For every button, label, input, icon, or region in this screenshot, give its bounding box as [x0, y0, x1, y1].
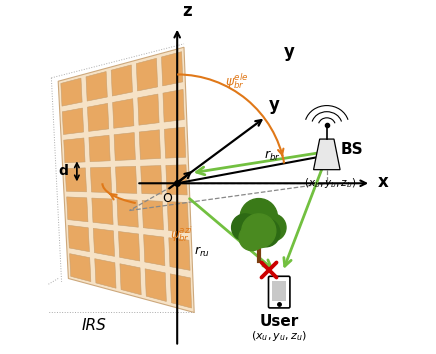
Text: BS: BS: [341, 142, 363, 157]
Text: User: User: [259, 314, 299, 329]
Polygon shape: [89, 135, 110, 162]
Polygon shape: [119, 232, 140, 261]
Polygon shape: [93, 228, 115, 256]
Polygon shape: [58, 47, 194, 313]
FancyBboxPatch shape: [269, 276, 290, 308]
Text: $\psi_{br}^{azi}$: $\psi_{br}^{azi}$: [170, 224, 194, 244]
Polygon shape: [62, 108, 84, 135]
Circle shape: [259, 214, 286, 241]
Text: $(x_u, y_u, z_u)$: $(x_u, y_u, z_u)$: [251, 329, 307, 343]
Polygon shape: [166, 165, 187, 195]
Polygon shape: [116, 166, 137, 193]
Text: $r_{ru}$: $r_{ru}$: [194, 245, 210, 258]
Circle shape: [232, 214, 259, 241]
Polygon shape: [136, 58, 158, 91]
Polygon shape: [64, 138, 85, 163]
Polygon shape: [169, 238, 190, 270]
Polygon shape: [167, 201, 189, 233]
Polygon shape: [120, 264, 141, 295]
Text: IRS: IRS: [82, 318, 107, 333]
Polygon shape: [145, 269, 167, 302]
Polygon shape: [88, 103, 109, 131]
Circle shape: [251, 218, 280, 247]
Text: O: O: [162, 192, 172, 205]
Polygon shape: [65, 168, 86, 192]
Text: $(x_b, y_b, z_b)$: $(x_b, y_b, z_b)$: [304, 177, 356, 190]
Polygon shape: [92, 198, 113, 224]
Text: z: z: [182, 2, 192, 20]
Polygon shape: [67, 197, 88, 222]
Circle shape: [239, 225, 265, 251]
Polygon shape: [143, 235, 165, 266]
Polygon shape: [138, 94, 159, 125]
Polygon shape: [170, 274, 191, 308]
Polygon shape: [163, 90, 184, 122]
Polygon shape: [70, 253, 91, 282]
Text: $\psi_{br}^{ele}$: $\psi_{br}^{ele}$: [225, 72, 249, 91]
Polygon shape: [161, 52, 183, 86]
Polygon shape: [139, 130, 160, 159]
Circle shape: [242, 214, 276, 248]
Polygon shape: [111, 65, 133, 96]
Text: y: y: [283, 43, 294, 61]
Bar: [272, 281, 286, 301]
Circle shape: [240, 199, 277, 236]
Polygon shape: [114, 132, 135, 160]
Polygon shape: [68, 225, 89, 252]
Text: $r_{br}$: $r_{br}$: [264, 149, 281, 163]
Polygon shape: [95, 259, 116, 288]
Text: x: x: [378, 172, 388, 190]
Polygon shape: [90, 167, 112, 193]
Polygon shape: [61, 78, 82, 106]
Polygon shape: [141, 166, 162, 194]
Polygon shape: [142, 200, 164, 230]
Polygon shape: [112, 99, 134, 128]
Polygon shape: [117, 199, 138, 227]
Text: y: y: [269, 96, 280, 114]
Polygon shape: [313, 139, 340, 170]
Polygon shape: [86, 72, 107, 101]
Text: d: d: [58, 164, 68, 178]
Polygon shape: [164, 127, 186, 158]
